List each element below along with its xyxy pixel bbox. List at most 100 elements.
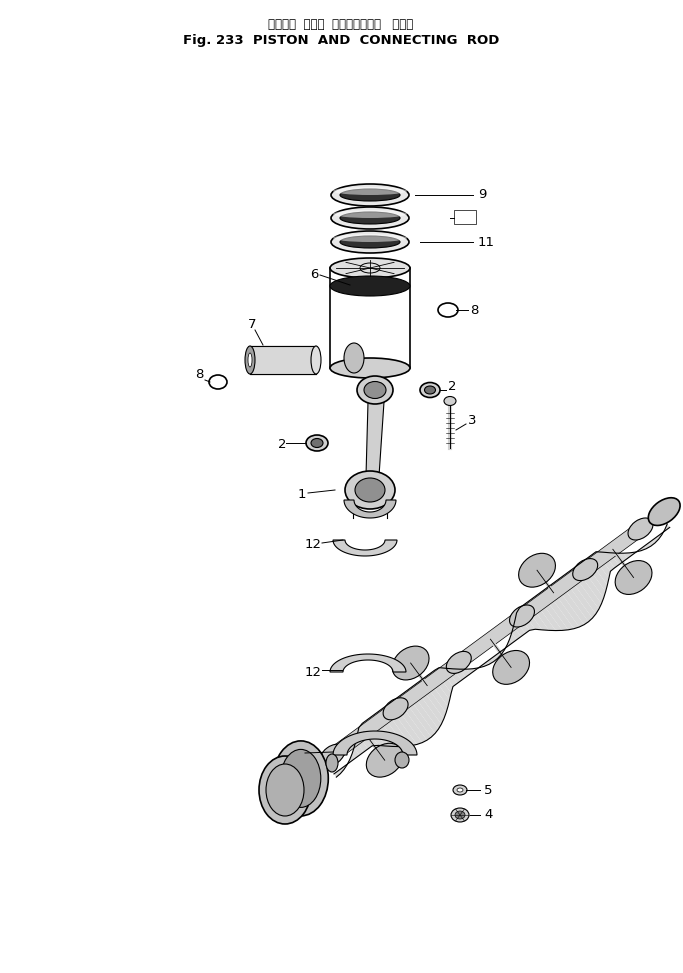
Polygon shape	[491, 656, 498, 662]
Ellipse shape	[306, 435, 328, 451]
Ellipse shape	[355, 478, 385, 502]
Polygon shape	[570, 567, 602, 609]
Ellipse shape	[209, 375, 227, 389]
Ellipse shape	[360, 263, 380, 273]
Ellipse shape	[648, 498, 680, 525]
Ellipse shape	[340, 236, 400, 248]
Polygon shape	[473, 667, 479, 671]
Polygon shape	[338, 768, 344, 774]
Polygon shape	[466, 668, 474, 674]
Text: 10: 10	[454, 211, 471, 225]
Text: Fig. 233  PISTON  AND  CONNECTING  ROD: Fig. 233 PISTON AND CONNECTING ROD	[183, 34, 499, 47]
Polygon shape	[446, 668, 462, 683]
Polygon shape	[329, 703, 400, 761]
Polygon shape	[507, 639, 512, 646]
Polygon shape	[333, 731, 417, 755]
Polygon shape	[624, 553, 632, 559]
Ellipse shape	[311, 346, 321, 374]
Polygon shape	[392, 699, 427, 742]
Polygon shape	[483, 662, 489, 667]
Polygon shape	[333, 540, 397, 556]
Polygon shape	[630, 552, 636, 556]
Polygon shape	[541, 590, 574, 630]
Polygon shape	[367, 717, 392, 746]
Polygon shape	[514, 620, 525, 636]
Bar	[454, 210, 476, 224]
Ellipse shape	[331, 207, 409, 229]
Ellipse shape	[345, 471, 395, 509]
Polygon shape	[347, 760, 351, 765]
Polygon shape	[575, 564, 604, 603]
Polygon shape	[596, 552, 615, 571]
Polygon shape	[648, 540, 655, 546]
Text: 1: 1	[298, 488, 307, 501]
Polygon shape	[640, 546, 646, 551]
Polygon shape	[384, 704, 417, 745]
Ellipse shape	[340, 212, 400, 224]
Polygon shape	[250, 346, 316, 374]
Ellipse shape	[340, 189, 400, 201]
Polygon shape	[532, 595, 562, 631]
Polygon shape	[566, 570, 599, 614]
Polygon shape	[417, 680, 446, 719]
Polygon shape	[409, 686, 441, 729]
Polygon shape	[603, 553, 619, 568]
Text: ピストン  および  コネクティング   ロッド: ピストン および コネクティング ロッド	[268, 18, 414, 31]
Polygon shape	[434, 667, 453, 693]
Polygon shape	[350, 754, 355, 762]
Ellipse shape	[492, 651, 529, 684]
Ellipse shape	[333, 234, 407, 242]
Text: 11: 11	[478, 235, 495, 248]
Polygon shape	[549, 583, 584, 627]
Polygon shape	[553, 580, 589, 625]
Text: 8: 8	[195, 369, 204, 381]
Text: 8: 8	[470, 304, 478, 316]
Polygon shape	[579, 561, 606, 597]
Polygon shape	[510, 632, 517, 643]
Polygon shape	[422, 676, 448, 713]
Polygon shape	[665, 524, 670, 530]
Polygon shape	[453, 668, 466, 680]
Polygon shape	[371, 714, 399, 746]
Ellipse shape	[331, 231, 409, 253]
Polygon shape	[359, 723, 378, 746]
Text: 1: 1	[295, 748, 303, 762]
Text: 3: 3	[468, 414, 477, 426]
Ellipse shape	[333, 187, 407, 195]
Ellipse shape	[446, 651, 471, 673]
Polygon shape	[426, 673, 449, 706]
Ellipse shape	[392, 646, 429, 680]
Ellipse shape	[331, 184, 409, 206]
Ellipse shape	[273, 740, 329, 816]
Ellipse shape	[333, 210, 407, 218]
Polygon shape	[357, 728, 372, 749]
Polygon shape	[545, 586, 579, 629]
Polygon shape	[591, 552, 611, 578]
Ellipse shape	[444, 397, 456, 406]
Polygon shape	[617, 553, 627, 561]
Text: 6: 6	[310, 269, 318, 281]
Polygon shape	[396, 696, 431, 740]
Polygon shape	[558, 577, 592, 622]
Text: 5: 5	[484, 783, 492, 797]
Polygon shape	[515, 613, 529, 633]
Ellipse shape	[326, 754, 338, 772]
Text: 2: 2	[448, 380, 456, 393]
Ellipse shape	[457, 788, 463, 792]
Ellipse shape	[330, 258, 410, 278]
Polygon shape	[460, 669, 470, 677]
Ellipse shape	[628, 518, 653, 540]
Text: 12: 12	[305, 666, 322, 678]
Ellipse shape	[320, 744, 345, 766]
Polygon shape	[537, 593, 568, 631]
Ellipse shape	[281, 749, 321, 808]
Polygon shape	[587, 555, 609, 585]
Polygon shape	[413, 683, 444, 724]
Ellipse shape	[344, 343, 364, 373]
Ellipse shape	[615, 560, 652, 595]
Polygon shape	[388, 702, 422, 744]
Ellipse shape	[383, 698, 408, 720]
Ellipse shape	[330, 276, 410, 296]
Polygon shape	[487, 659, 494, 665]
Polygon shape	[354, 741, 364, 755]
